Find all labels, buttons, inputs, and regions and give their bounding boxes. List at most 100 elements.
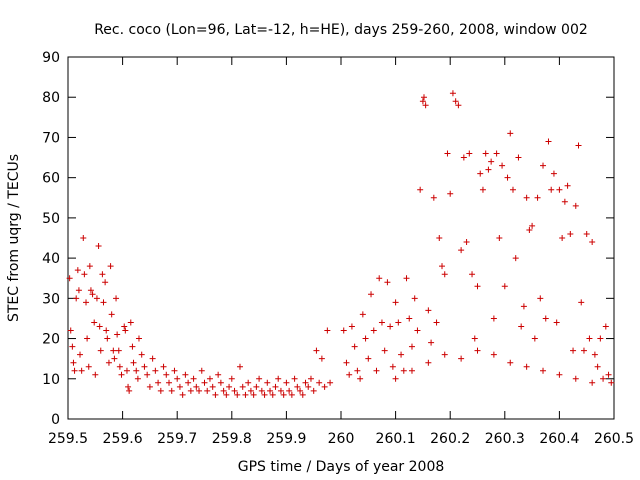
x-axis-label: GPS time / Days of year 2008	[238, 459, 445, 475]
data-point	[512, 255, 519, 262]
data-point	[499, 162, 506, 169]
data-point	[466, 150, 473, 157]
data-point	[444, 150, 451, 157]
data-point	[455, 102, 462, 109]
data-point	[428, 339, 435, 346]
data-point	[141, 363, 148, 370]
data-point	[100, 299, 107, 306]
data-point	[419, 98, 426, 105]
data-point	[105, 359, 112, 366]
data-point	[479, 186, 486, 193]
data-point	[348, 323, 355, 330]
data-point	[365, 355, 372, 362]
data-point	[277, 387, 284, 394]
data-point	[71, 367, 78, 374]
data-point	[441, 351, 448, 358]
data-point	[220, 387, 227, 394]
data-point	[280, 391, 287, 398]
data-point	[545, 138, 552, 145]
data-point	[387, 323, 394, 330]
data-point	[152, 367, 159, 374]
data-point	[307, 375, 314, 382]
data-point	[523, 194, 530, 201]
data-point	[572, 375, 579, 382]
data-point	[166, 379, 173, 386]
data-point	[217, 379, 224, 386]
data-point	[384, 279, 391, 286]
data-point	[594, 363, 601, 370]
data-point	[206, 375, 213, 382]
data-point	[171, 367, 178, 374]
data-point	[493, 150, 500, 157]
data-point	[122, 327, 129, 334]
data-point	[113, 295, 120, 302]
data-point	[129, 343, 136, 350]
data-point	[115, 347, 122, 354]
data-point	[567, 230, 574, 237]
x-tick-label: 260.4	[539, 431, 579, 447]
data-point	[91, 319, 98, 326]
data-point	[264, 379, 271, 386]
data-point	[572, 202, 579, 209]
y-tick-label: 20	[42, 332, 60, 348]
data-point	[318, 355, 325, 362]
data-point	[267, 387, 274, 394]
data-point	[392, 299, 399, 306]
data-point	[373, 367, 380, 374]
data-point	[103, 327, 110, 334]
data-point	[452, 98, 459, 105]
data-point	[176, 383, 183, 390]
x-tick-label: 260.2	[430, 431, 470, 447]
x-tick-label: 260	[328, 431, 355, 447]
data-point	[381, 347, 388, 354]
x-tick-label: 260.5	[594, 431, 634, 447]
data-point	[179, 391, 186, 398]
data-point	[354, 367, 361, 374]
data-point	[201, 379, 208, 386]
data-point	[149, 355, 156, 362]
x-tick-label: 260.1	[376, 431, 416, 447]
data-point	[608, 379, 615, 386]
data-point	[226, 383, 233, 390]
data-point	[395, 319, 402, 326]
data-point	[463, 239, 470, 246]
data-point	[110, 347, 117, 354]
data-point	[586, 335, 593, 342]
data-point	[564, 182, 571, 189]
chart-title: Rec. coco (Lon=96, Lat=-12, h=HE), days …	[94, 22, 588, 38]
data-point	[600, 375, 607, 382]
data-point	[370, 327, 377, 334]
x-tick-label: 259.6	[103, 431, 143, 447]
data-point	[125, 383, 132, 390]
data-point	[134, 375, 141, 382]
y-tick-label: 30	[42, 291, 60, 307]
data-point	[182, 371, 189, 378]
data-point	[420, 94, 427, 101]
data-point	[474, 283, 481, 290]
data-point	[126, 387, 133, 394]
data-point	[425, 359, 432, 366]
data-point	[449, 90, 456, 97]
data-point	[269, 391, 276, 398]
data-point	[160, 363, 167, 370]
data-point	[507, 359, 514, 366]
data-point	[93, 295, 100, 302]
data-point	[430, 194, 437, 201]
data-point	[327, 379, 334, 386]
x-tick-label: 259.7	[157, 431, 197, 447]
data-point	[570, 347, 577, 354]
x-ticks: 259.5 259.6 259.7 259.8 259.9 260 260.1 260.2 26…	[48, 57, 634, 447]
data-point	[130, 359, 137, 366]
data-point	[422, 102, 429, 109]
data-point	[107, 263, 114, 270]
data-point	[236, 363, 243, 370]
data-point	[92, 371, 99, 378]
data-point	[389, 363, 396, 370]
data-point	[185, 379, 192, 386]
data-point	[74, 267, 81, 274]
data-point	[297, 387, 304, 394]
x-tick-label: 259.5	[48, 431, 88, 447]
data-point	[135, 335, 142, 342]
data-point	[408, 367, 415, 374]
